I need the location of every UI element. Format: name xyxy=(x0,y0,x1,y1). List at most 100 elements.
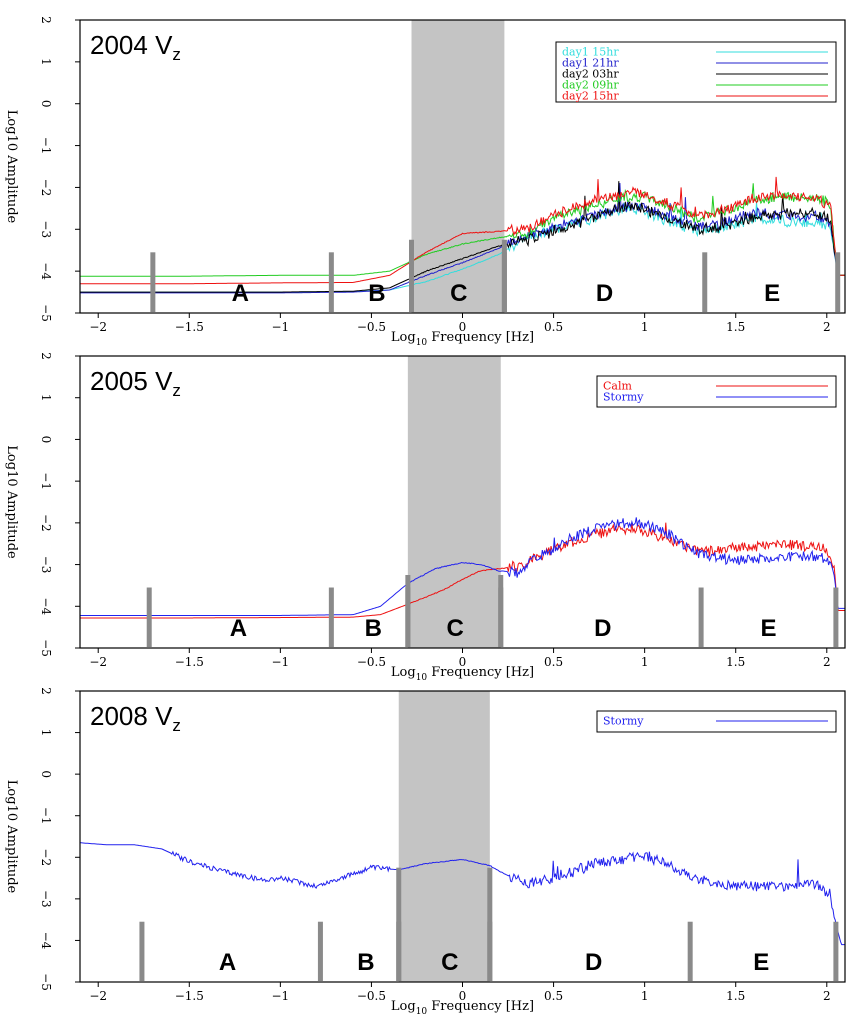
x-tick-label: −1.5 xyxy=(175,320,204,334)
x-tick-label: −0.5 xyxy=(357,655,386,669)
x-tick-label: 1.5 xyxy=(726,989,745,1003)
band-boundary-5 xyxy=(702,252,708,312)
y-tick-label: 1 xyxy=(39,394,53,402)
y-axis-label: Log10 Amplitude xyxy=(4,110,19,224)
shaded-edge-1 xyxy=(396,867,402,981)
x-axis-label-main: Log xyxy=(391,665,416,680)
band-boundary-5 xyxy=(687,921,693,981)
band-label-a: A xyxy=(219,949,236,976)
series-line-3 xyxy=(80,181,845,293)
band-boundary-2 xyxy=(328,252,334,312)
y-tick-label: −3 xyxy=(39,556,53,574)
x-tick-label: 0.5 xyxy=(544,989,563,1003)
band-label-c: C xyxy=(447,615,464,642)
legend-box xyxy=(596,375,837,408)
series-line-1 xyxy=(80,522,845,619)
panel-title: 2008 Vz xyxy=(90,701,181,735)
y-tick-label: 1 xyxy=(39,729,53,737)
band-label-e: E xyxy=(753,949,769,976)
series-group xyxy=(80,517,845,619)
series-line-5 xyxy=(80,176,845,285)
band-label-d: D xyxy=(585,949,602,976)
band-label-d: D xyxy=(596,280,613,307)
series-group xyxy=(80,176,845,294)
chart-panel-2: A B C D E −2 −1.5 −1 −0.5 0 0.5 1 1.5 2 −5 −4 −3 −2 −1 0 1 2 L… xyxy=(4,352,846,683)
band-label-d: D xyxy=(594,615,611,642)
x-axis-label-rest: Frequency [Hz] xyxy=(427,665,534,680)
band-label-a: A xyxy=(230,615,247,642)
x-tick-label: 1 xyxy=(641,655,649,669)
x-tick-label: −1 xyxy=(272,989,290,1003)
shaded-band-c xyxy=(398,691,490,982)
shaded-edge-2 xyxy=(487,867,493,981)
band-label-e: E xyxy=(760,615,776,642)
y-tick-label: −3 xyxy=(39,890,53,908)
y-tick-label: −1 xyxy=(39,137,53,155)
panel-title: 2005 Vz xyxy=(90,366,181,400)
panel-title-subscript: z xyxy=(172,45,181,64)
x-axis-label: Log10 Frequency [Hz] xyxy=(391,999,534,1015)
x-axis-label-rest: Frequency [Hz] xyxy=(427,999,534,1014)
x-tick-label: −2 xyxy=(89,989,107,1003)
x-axis-label: Log10 Frequency [Hz] xyxy=(391,665,534,683)
shaded-band-c xyxy=(411,20,505,313)
x-tick-label: 2 xyxy=(823,320,831,334)
band-boundary-6 xyxy=(833,921,839,981)
y-tick-label: −3 xyxy=(39,220,53,238)
y-tick-label: −2 xyxy=(39,514,53,532)
legend-entry-label: day2 15hr xyxy=(562,90,619,103)
x-axis-label-main: Log xyxy=(391,330,416,345)
series-line-2 xyxy=(80,182,845,294)
band-boundary-5 xyxy=(698,587,704,647)
x-tick-label: −0.5 xyxy=(357,320,386,334)
panel-title-subscript: z xyxy=(172,716,181,735)
legend-entry-label: Stormy xyxy=(603,715,644,728)
x-axis-label-subscript: 10 xyxy=(416,1007,428,1015)
y-tick-label: −1 xyxy=(39,807,53,825)
y-tick-label: −4 xyxy=(39,597,53,615)
x-tick-label: 2 xyxy=(823,655,831,669)
x-tick-label: −2 xyxy=(89,655,107,669)
x-tick-label: −1.5 xyxy=(175,655,204,669)
shaded-edge-2 xyxy=(501,239,507,312)
shaded-edge-1 xyxy=(405,575,411,647)
band-label-c: C xyxy=(441,949,458,976)
series-group xyxy=(80,842,845,946)
series-line-1 xyxy=(80,842,845,946)
panel-title-main: 2008 V xyxy=(90,701,173,731)
band-boundary-1 xyxy=(150,252,156,312)
legend-entry-label: day2 09hr xyxy=(562,79,619,92)
x-tick-label: 0.5 xyxy=(544,320,563,334)
x-tick-label: 1.5 xyxy=(726,655,745,669)
x-axis-label-subscript: 10 xyxy=(416,673,428,683)
x-tick-label: 2 xyxy=(823,989,831,1003)
y-tick-label: 2 xyxy=(39,16,53,24)
legend-entry-label: Stormy xyxy=(603,391,644,404)
y-axis-label: Log10 Amplitude xyxy=(4,445,19,559)
band-label-c: C xyxy=(450,280,467,307)
y-tick-label: −5 xyxy=(39,973,53,991)
chart-panel-3: A B C D E −2 −1.5 −1 −0.5 0 0.5 1 1.5 2 −5 −4 −3 −2 −1 0 1 2 L… xyxy=(4,687,846,1015)
band-boundary-1 xyxy=(139,921,145,981)
y-tick-label: 0 xyxy=(39,100,53,108)
legend-entry-label: day1 15hr xyxy=(562,46,619,59)
legend-entry-label: day1 21hr xyxy=(562,57,619,70)
x-tick-label: 1 xyxy=(641,320,649,334)
x-tick-label: 0 xyxy=(459,989,467,1003)
y-axis-label: Log10 Amplitude xyxy=(4,780,19,894)
band-label-b: B xyxy=(357,949,374,976)
y-tick-label: 2 xyxy=(39,687,53,695)
x-tick-label: 0 xyxy=(459,655,467,669)
band-label-b: B xyxy=(368,280,385,307)
y-tick-label: −4 xyxy=(39,262,53,280)
band-boundary-2 xyxy=(328,587,334,647)
x-tick-label: −1.5 xyxy=(175,989,204,1003)
panel-title-subscript: z xyxy=(172,381,181,400)
y-tick-label: −5 xyxy=(39,639,53,657)
series-line-4 xyxy=(80,183,845,277)
y-tick-label: 0 xyxy=(39,770,53,778)
x-axis-label: Log10 Frequency [Hz] xyxy=(391,330,534,348)
